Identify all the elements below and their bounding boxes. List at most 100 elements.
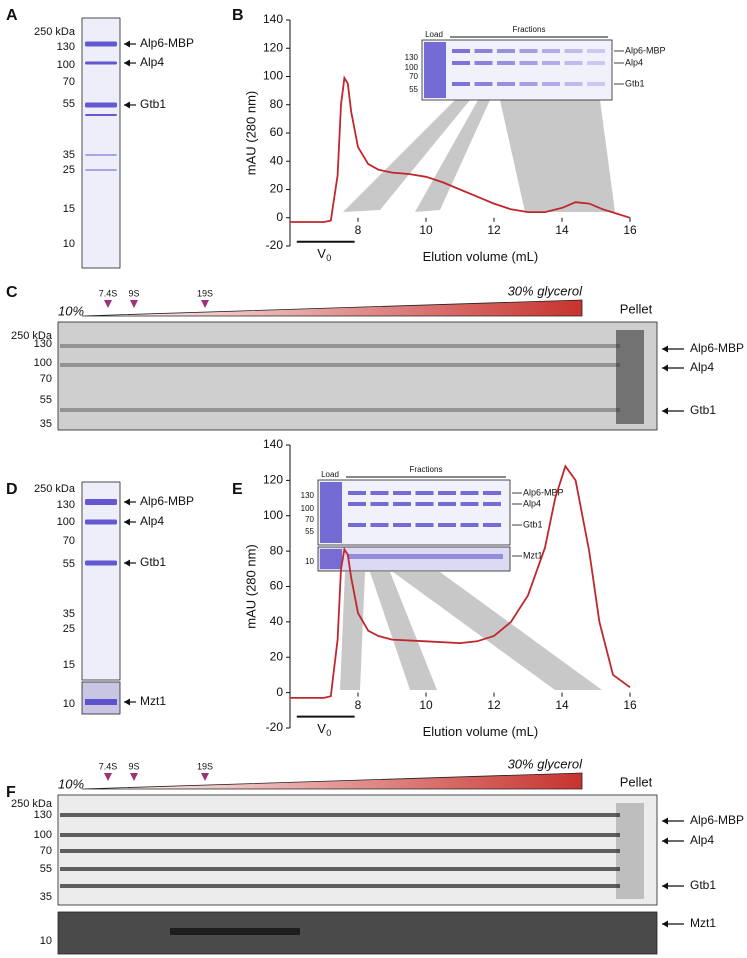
fraction-wedge [415,100,490,212]
band-label: Gtb1 [140,555,166,569]
void-subscript: 0 [326,728,331,738]
arrow-head [662,407,668,415]
void-label: V [317,721,326,736]
band-label: Alp6-MBP [140,494,194,508]
y-tick-label: 80 [270,97,284,111]
ladder-label: 10 [40,935,52,947]
pellet-lane [616,803,644,899]
y-tick-label: 20 [270,649,284,663]
ladder-label: 100 [57,516,75,528]
ladder-label: 70 [409,72,418,81]
marker-label: 9S [128,288,139,298]
gel-band [483,491,501,495]
x-tick-label: 14 [555,223,569,237]
glycerol-wedge [81,772,583,790]
pellet-lane [616,330,644,424]
gel-band [452,82,470,86]
gel-band [460,502,479,506]
ladder-label: 55 [63,558,75,570]
inset-gel [317,479,511,546]
gel-band [85,41,117,47]
marker-label: 7.4S [99,288,118,298]
gel-band [497,82,515,86]
gel-band [415,523,434,527]
gel-band [415,491,434,495]
panel-label: D [6,481,18,498]
ladder-label: 100 [34,829,52,841]
band-label: Alp4 [625,57,643,67]
y-tick-label: 140 [263,437,283,451]
marker-triangle [104,773,112,781]
x-axis-label: Elution volume (mL) [423,249,539,264]
arrow-head [124,559,130,567]
gel-band [519,49,538,53]
arrow-head [662,817,668,825]
gel-band [542,49,560,53]
band-label: Alp4 [140,514,164,528]
arrow-head [124,698,130,706]
band-label: Alp6-MBP [523,487,564,497]
x-tick-label: 16 [623,698,637,712]
x-tick-label: 14 [555,698,569,712]
marker-label: 9S [128,761,139,771]
gradient-label: 10% [58,303,84,318]
band-label: Gtb1 [690,403,716,417]
gel-band [519,61,538,65]
arrow-head [662,345,668,353]
pellet-label: Pellet [620,774,653,789]
ladder-label: 25 [63,623,75,635]
gel-band [85,154,117,156]
gel-band [415,502,434,506]
ladder-label: 250 kDa [11,798,53,810]
gel-band [587,49,605,53]
ladder-label: 70 [305,515,314,524]
marker-triangle [130,773,138,781]
y-axis-label: mAU (280 nm) [243,544,258,629]
gel-band [60,849,620,853]
ladder-label: 35 [40,891,52,903]
arrow-head [124,101,130,109]
gel-band [452,49,470,53]
ladder-label: 130 [34,809,52,821]
load-label: Load [321,470,339,479]
fraction-wedge [343,100,470,212]
ladder-label: 55 [40,394,52,406]
band-label: Mzt1 [140,694,166,708]
x-axis-label: Elution volume (mL) [423,724,539,739]
gel [57,321,658,431]
ladder-label: 15 [63,203,75,215]
gel-band [519,82,538,86]
band-label: Gtb1 [140,97,166,111]
arrow-head [662,837,668,845]
y-tick-label: 0 [276,685,283,699]
ladder-label: 15 [63,659,75,671]
fractions-label: Fractions [513,25,546,34]
gel-band [60,867,620,871]
marker-triangle [130,300,138,308]
gel-band [474,61,493,65]
band-label: Gtb1 [523,519,543,529]
gel-band [370,502,389,506]
ladder-label: 250 kDa [34,483,76,495]
gel-band [85,699,117,705]
band-label: Gtb1 [690,878,716,892]
y-tick-label: 60 [270,125,284,139]
x-tick-label: 8 [355,698,362,712]
gel-band [587,61,605,65]
gel-band [393,502,411,506]
gel-band [348,502,366,506]
ladder-label: 100 [301,504,315,513]
y-tick-label: 40 [270,614,284,628]
panel-label: E [232,481,243,498]
panel-label: B [232,7,244,24]
gel-band [370,491,389,495]
void-subscript: 0 [326,253,331,263]
gel-band [564,61,583,65]
arrow-head [124,59,130,67]
band-label: Mzt1 [523,550,543,560]
fraction-wedge [370,572,437,690]
gel-band [348,523,366,527]
gel-band [370,523,389,527]
gel-band [438,502,456,506]
